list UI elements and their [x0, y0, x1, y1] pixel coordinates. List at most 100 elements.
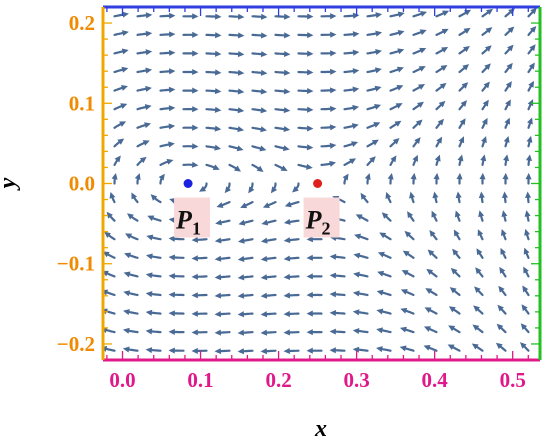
streamline-arrow	[527, 117, 533, 125]
streamline-arrow	[237, 126, 245, 133]
streamline-arrow	[525, 172, 532, 180]
streamline-arrow	[496, 323, 504, 331]
streamline-arrow	[369, 156, 376, 163]
streamline-arrow	[214, 237, 222, 244]
streamline-arrow	[306, 291, 313, 299]
streamline-arrow	[306, 236, 313, 243]
streamline-arrow	[192, 68, 199, 76]
streamline-arrow	[504, 117, 511, 125]
critical-point-marker	[313, 179, 323, 188]
streamline-arrow	[505, 81, 512, 89]
streamline-arrow	[476, 248, 483, 256]
streamline-arrow	[146, 234, 154, 241]
streamline-arrow	[237, 292, 245, 299]
streamline-arrow	[240, 202, 248, 209]
streamline-arrow	[259, 145, 267, 152]
critical-points: P1 P2	[174, 179, 340, 239]
streamline-arrow	[404, 230, 412, 238]
streamline-arrow	[145, 328, 153, 335]
streamline-arrow	[352, 49, 360, 56]
streamline-arrow	[352, 290, 360, 297]
streamline-arrow	[307, 87, 314, 95]
streamline-arrow	[121, 85, 128, 91]
streamline-arrow	[168, 254, 176, 261]
streamline-arrow	[117, 138, 125, 145]
streamline-arrow	[432, 191, 439, 199]
streamline-arrow	[306, 163, 313, 170]
streamline-arrow	[474, 286, 481, 293]
streamline-arrow	[168, 291, 175, 298]
streamline-arrow	[523, 247, 530, 255]
streamline-arrow	[410, 172, 417, 180]
streamline-arrow	[237, 274, 245, 281]
streamline-arrow	[418, 66, 426, 72]
streamline-arrow	[434, 154, 441, 162]
streamline-arrow	[111, 172, 118, 180]
streamline-arrow	[283, 69, 291, 76]
streamline-arrow	[123, 309, 130, 316]
streamline-arrow	[237, 348, 245, 355]
streamline-arrow	[191, 161, 199, 168]
streamline-arrow	[104, 231, 112, 239]
streamline-arrow	[401, 270, 409, 276]
streamline-arrow	[457, 154, 464, 162]
streamline-arrow	[503, 135, 510, 143]
streamline-arrow	[306, 273, 313, 280]
streamline-arrow	[472, 324, 480, 331]
streamline-arrow	[475, 267, 482, 275]
critical-point-label: P2	[305, 206, 331, 239]
streamline-arrow	[447, 344, 455, 351]
streamline-arrow	[507, 26, 515, 34]
streamline-arrow	[145, 309, 153, 316]
streamline-arrow	[329, 328, 336, 335]
streamline-arrow	[500, 247, 506, 255]
streamline-arrow	[524, 228, 531, 236]
streamline-arrow	[400, 307, 408, 314]
streamline-arrow	[407, 211, 414, 219]
streamline-arrow	[360, 192, 367, 200]
streamline-arrow	[426, 268, 434, 276]
streamline-arrow	[507, 44, 514, 52]
streamline-arrow	[471, 343, 479, 350]
streamline-arrow	[307, 106, 314, 113]
streamline-arrow	[169, 12, 176, 19]
streamline-arrow	[424, 307, 432, 313]
streamline-arrow	[283, 237, 291, 244]
streamline-arrow	[329, 291, 337, 298]
streamline-arrow	[478, 191, 485, 199]
streamline-arrow	[330, 87, 337, 94]
streamline-arrow	[144, 122, 152, 129]
streamline-arrow	[459, 118, 466, 126]
streamline-arrow	[352, 68, 360, 75]
streamline-arrow	[150, 194, 158, 201]
streamline-arrow	[123, 290, 131, 297]
streamline-arrow	[145, 291, 153, 298]
streamline-arrow	[237, 107, 245, 114]
streamline-arrow	[329, 253, 337, 260]
streamline-arrow	[402, 250, 410, 257]
streamline-arrow	[120, 103, 128, 109]
streamline-arrow	[329, 124, 337, 131]
streamline-arrow	[237, 311, 245, 318]
streamline-arrow	[330, 50, 337, 57]
streamline-arrow	[409, 191, 415, 199]
critical-point-label: P1	[175, 206, 201, 239]
streamline-arrow	[376, 327, 383, 334]
streamline-arrow	[436, 136, 443, 144]
streamline-arrow	[283, 310, 291, 317]
streamline-arrow	[237, 51, 245, 58]
streamline-arrow	[103, 251, 110, 258]
streamline-arrow	[214, 274, 222, 281]
streamline-arrow	[353, 252, 361, 259]
streamline-arrow	[525, 191, 532, 198]
streamline-arrow	[387, 172, 394, 180]
streamline-arrow	[145, 272, 153, 279]
streamline-arrow	[262, 202, 270, 208]
streamline-arrow	[284, 201, 292, 208]
y-tick-label: −0.1	[57, 252, 95, 276]
streamline-arrow	[215, 32, 222, 39]
streamline-arrow	[480, 154, 487, 162]
streamline-arrow	[283, 126, 291, 133]
streamline-arrow	[106, 211, 113, 219]
streamline-arrow	[214, 329, 221, 336]
